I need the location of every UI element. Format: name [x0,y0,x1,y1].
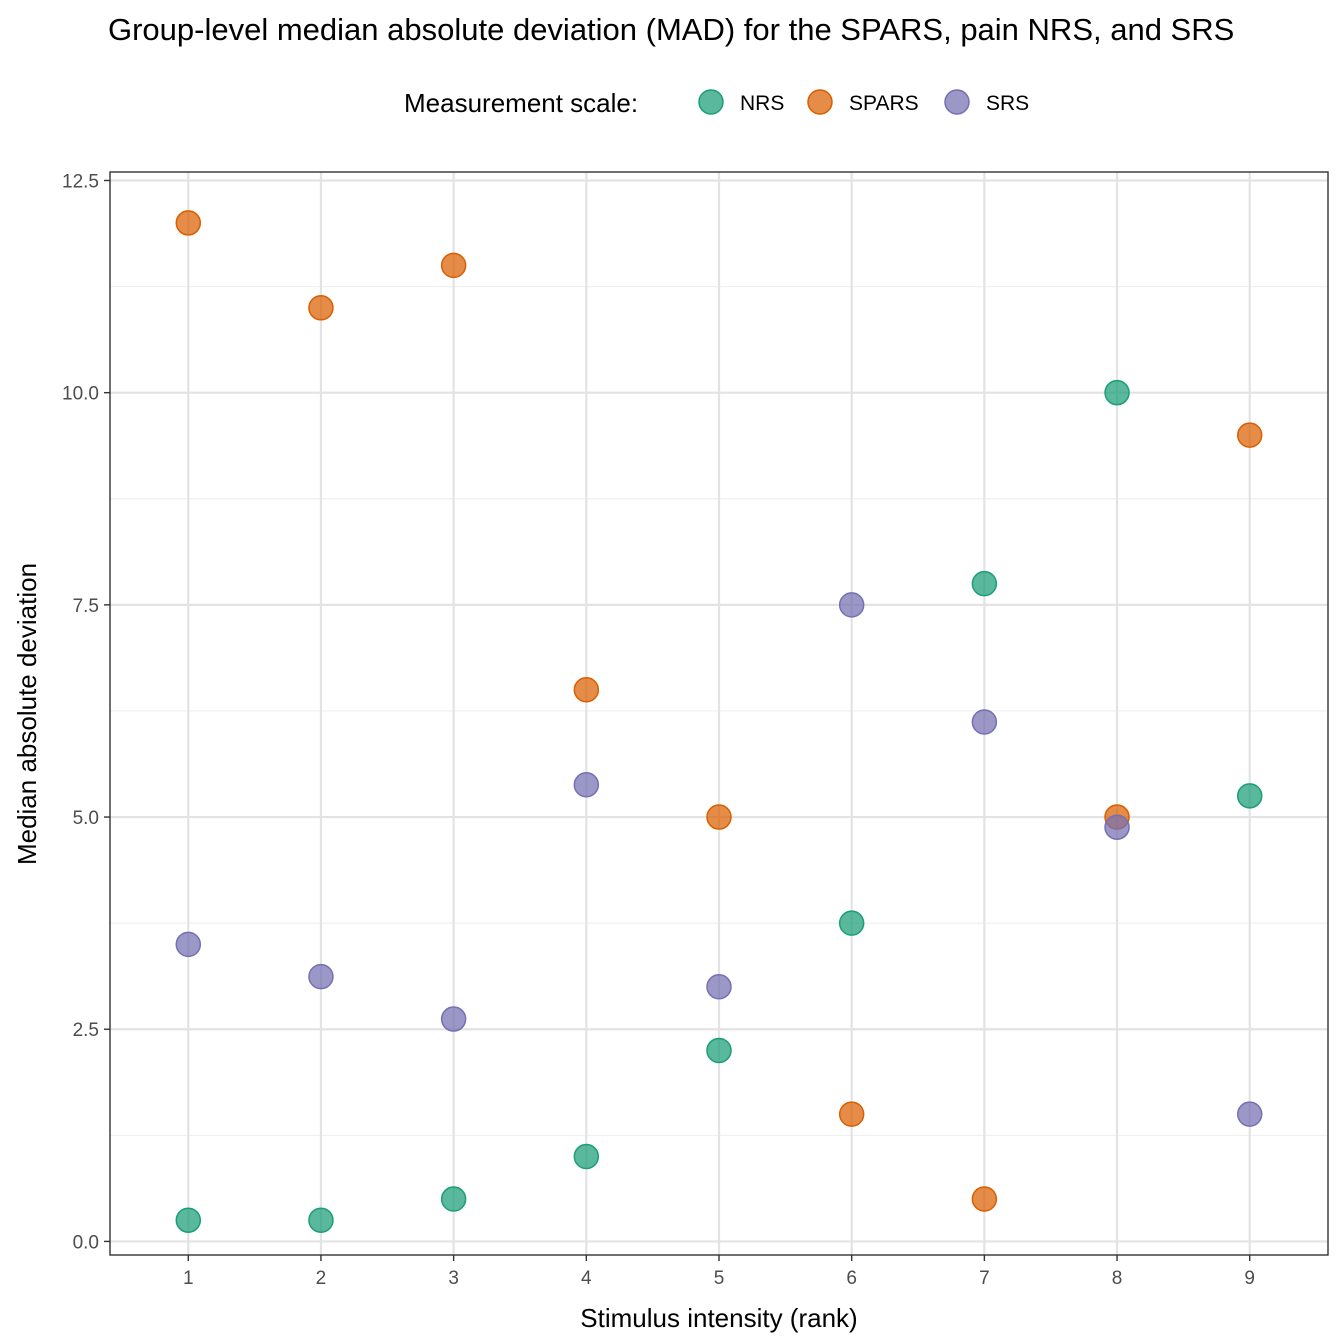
x-tick-label: 2 [316,1268,327,1289]
y-axis-title: Median absolute deviation [12,563,42,865]
legend-label: SRS [986,92,1029,115]
data-point-spars [838,1101,865,1127]
data-point-srs [706,974,732,1000]
data-point-nrs [573,1143,600,1170]
data-point-srs [1104,814,1130,840]
x-axis: 1 2 3 4 5 6 7 8 9 [183,1255,1255,1289]
chart-title: Group-level median absolute deviation (M… [108,12,1234,47]
legend-swatch [698,89,724,115]
data-point-spars [175,210,202,236]
data-point-nrs [308,1207,334,1233]
data-point-srs [573,772,600,798]
y-tick-label: 2.5 [73,1020,99,1041]
legend-swatch [944,89,970,115]
legend-title: Measurement scale: [404,88,638,118]
data-point-srs [838,592,865,618]
x-tick-label: 6 [846,1268,857,1289]
legend-item-srs: SRS [944,89,1029,115]
x-tick-label: 3 [448,1268,459,1289]
data-point-spars [440,252,467,279]
x-tick-label: 9 [1244,1268,1255,1289]
x-tick-label: 1 [183,1268,194,1289]
y-axis: 0.0 2.5 5.0 7.5 10.0 12.5 [62,171,110,1253]
y-tick-label: 5.0 [73,808,99,829]
legend-label: NRS [740,92,784,115]
data-points [175,210,1263,1233]
y-tick-label: 10.0 [62,384,99,405]
legend: Measurement scale: NRS SPARS SRS [404,88,1029,118]
data-point-spars [573,676,600,703]
data-point-srs [175,931,202,958]
legend-item-spars: SPARS [807,89,919,115]
data-point-nrs [1236,783,1263,809]
data-point-nrs [440,1186,467,1212]
x-tick-label: 5 [714,1268,725,1289]
data-point-srs [971,709,998,735]
x-tick-label: 4 [581,1268,592,1289]
data-point-spars [308,295,334,321]
legend-swatch [807,89,833,115]
series-nrs [175,379,1263,1233]
x-tick-label: 7 [979,1268,990,1289]
x-axis-title: Stimulus intensity (rank) [580,1303,857,1333]
legend-item-nrs: NRS [698,89,784,115]
data-point-spars [1236,422,1263,448]
data-point-spars [971,1186,998,1212]
y-tick-label: 7.5 [73,596,99,617]
data-point-nrs [175,1207,202,1233]
legend-items: NRS SPARS SRS [698,89,1029,115]
data-point-spars [706,804,732,830]
data-point-nrs [1104,379,1130,406]
x-tick-label: 8 [1112,1268,1123,1289]
data-point-srs [308,963,334,990]
data-point-srs [1236,1101,1263,1127]
series-srs [175,592,1263,1127]
legend-label: SPARS [849,92,919,115]
y-tick-label: 12.5 [62,171,99,192]
y-tick-label: 0.0 [73,1232,99,1253]
data-point-srs [440,1006,467,1032]
data-point-nrs [838,910,865,936]
data-point-nrs [706,1037,732,1064]
major-gridlines [110,172,1328,1255]
data-point-nrs [971,570,998,597]
